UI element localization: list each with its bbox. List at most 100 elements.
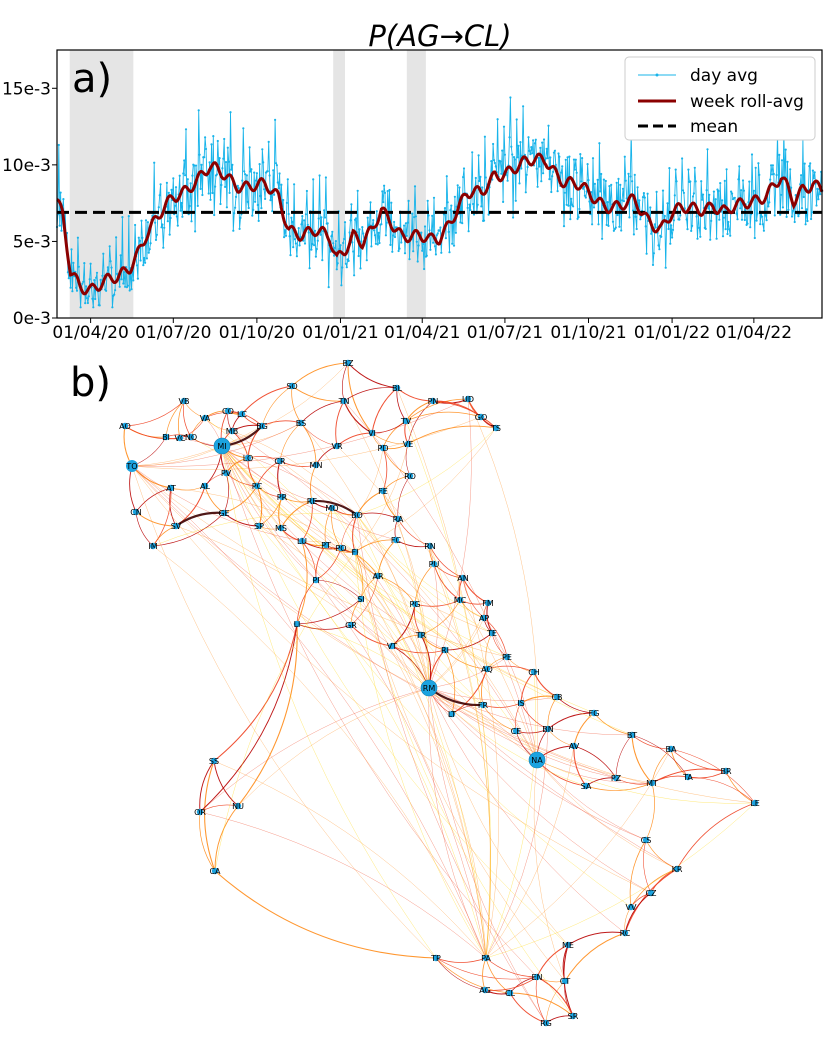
shaded-period-3 <box>406 50 426 318</box>
day-avg-point <box>754 166 757 169</box>
day-avg-point <box>86 301 89 305</box>
node-bn <box>544 725 552 733</box>
node-pd <box>379 444 387 452</box>
node-label-ro: RO <box>404 472 416 481</box>
day-avg-point <box>800 207 804 210</box>
day-avg-point <box>283 229 287 232</box>
network-edge <box>347 362 373 434</box>
day-avg-point <box>431 214 434 217</box>
node-label-fr: FR <box>478 701 489 710</box>
day-avg-point <box>347 259 350 262</box>
node-fg <box>590 709 598 717</box>
network-edge <box>131 465 508 658</box>
day-avg-point <box>597 223 600 226</box>
day-avg-point <box>354 217 357 220</box>
day-avg-point <box>380 223 383 226</box>
day-avg-point <box>332 242 335 245</box>
network-edge <box>356 514 547 1024</box>
day-avg-point <box>87 295 90 298</box>
day-avg-point <box>317 217 320 220</box>
network-edge <box>204 760 216 872</box>
network-edge <box>676 802 756 870</box>
day-avg-point <box>144 219 148 222</box>
day-avg-point <box>487 213 490 216</box>
day-avg-point <box>579 153 582 156</box>
day-avg-point <box>747 201 750 204</box>
day-avg-point <box>236 184 239 187</box>
day-avg-point <box>496 118 499 121</box>
network-edge <box>221 445 317 581</box>
day-avg-point <box>780 193 783 196</box>
node-bz <box>344 359 352 367</box>
node-cn <box>132 508 140 516</box>
network-edge <box>485 802 756 959</box>
node-ce <box>512 727 520 735</box>
day-avg-point <box>775 173 778 177</box>
network-edge <box>214 805 239 872</box>
day-avg-point <box>84 302 87 305</box>
network-edge <box>124 425 181 440</box>
day-avg-point <box>358 228 361 231</box>
network-edge <box>435 957 511 994</box>
day-avg-point <box>615 181 618 184</box>
day-avg-point <box>303 219 306 222</box>
day-avg-point <box>369 201 372 204</box>
day-avg-point <box>119 254 122 257</box>
network-edge <box>428 687 652 894</box>
node-label-ud: UD <box>462 395 474 404</box>
day-avg-point <box>632 233 636 236</box>
node-ar <box>374 572 382 580</box>
day-avg-point <box>353 274 356 277</box>
day-avg-point <box>805 208 808 211</box>
day-avg-point <box>257 219 260 222</box>
day-avg-point <box>406 221 409 224</box>
day-avg-point <box>513 158 517 161</box>
day-avg-point <box>629 175 632 178</box>
day-avg-point <box>770 164 773 167</box>
panel-label-a: a) <box>72 56 112 102</box>
node-label-li: LI <box>294 620 301 629</box>
network-edge <box>291 385 345 402</box>
day-avg-point <box>671 228 675 231</box>
day-avg-point <box>335 268 338 271</box>
node-label-lu: LU <box>297 537 307 546</box>
day-avg-point <box>422 242 425 246</box>
network-edge <box>428 617 485 689</box>
network-edge <box>405 398 469 422</box>
day-avg-point <box>144 261 147 264</box>
day-avg-point <box>219 202 222 206</box>
day-avg-point <box>350 203 353 206</box>
network-edge <box>131 465 487 959</box>
network-edge <box>237 687 430 807</box>
node-label-va: VA <box>200 414 211 423</box>
day-avg-point <box>181 215 184 218</box>
day-avg-point <box>285 201 288 204</box>
day-avg-point <box>154 221 157 224</box>
day-avg-point <box>432 196 436 199</box>
day-avg-point <box>268 174 271 177</box>
day-avg-point <box>295 255 298 258</box>
network-edge <box>435 957 487 963</box>
day-avg-point <box>172 177 175 180</box>
node-tv <box>402 417 410 425</box>
day-avg-point <box>210 143 213 146</box>
day-avg-point <box>271 210 274 213</box>
day-avg-point <box>416 260 419 263</box>
day-avg-point <box>764 214 767 217</box>
day-avg-point <box>608 185 611 188</box>
network-edge <box>687 776 756 804</box>
day-avg-point <box>237 187 240 190</box>
day-avg-point <box>447 230 450 233</box>
day-avg-point <box>663 214 666 218</box>
network-edge <box>199 811 487 959</box>
network-edge <box>324 507 333 546</box>
x-tick-label: 01/04/20 <box>52 323 128 343</box>
day-avg-point <box>330 235 333 238</box>
day-avg-point <box>274 162 278 165</box>
day-avg-point <box>548 178 551 181</box>
node-cb <box>553 693 561 701</box>
day-avg-point <box>408 258 411 261</box>
day-avg-point <box>604 179 607 183</box>
node-label-ch: CH <box>528 668 540 677</box>
